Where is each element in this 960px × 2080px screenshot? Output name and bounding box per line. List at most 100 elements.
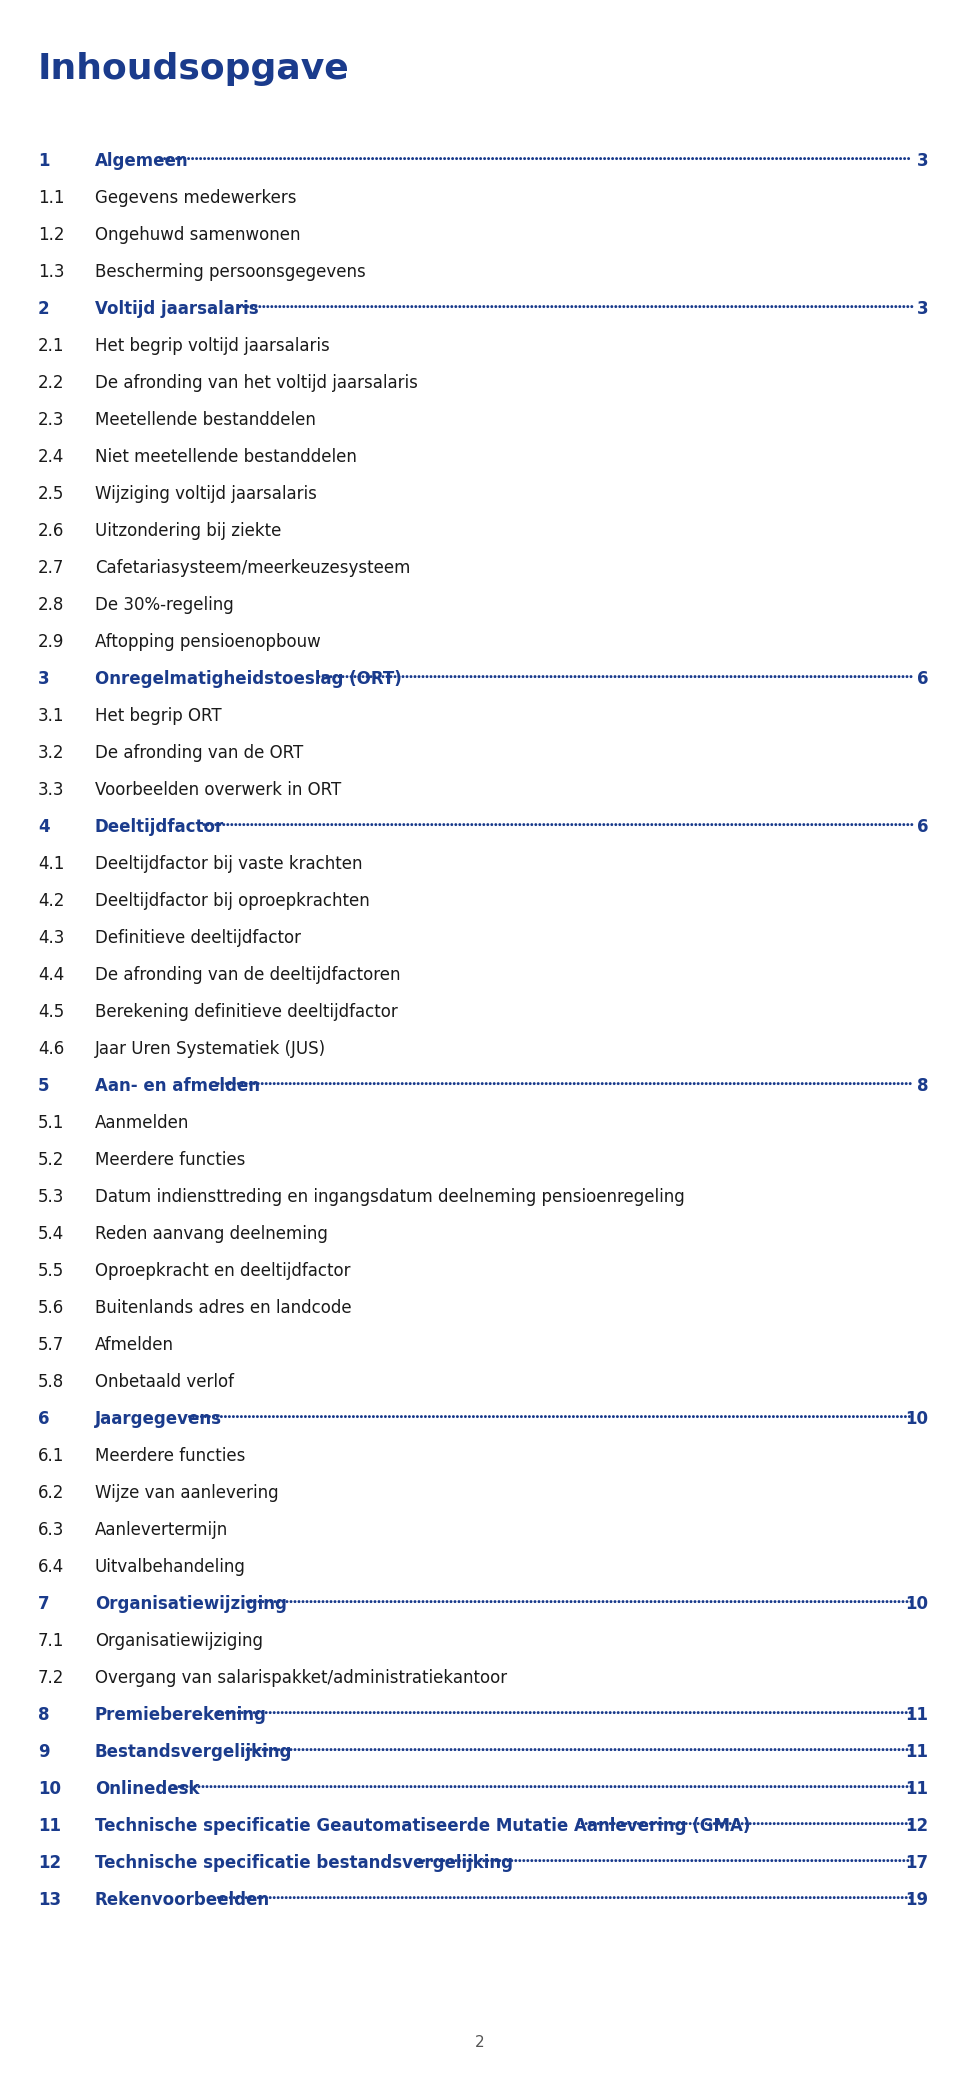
Text: Deeltijdfactor bij oproepkrachten: Deeltijdfactor bij oproepkrachten <box>95 892 370 911</box>
Text: 1.1: 1.1 <box>38 189 64 208</box>
Text: 2.8: 2.8 <box>38 597 64 614</box>
Text: Deeltijdfactor bij vaste krachten: Deeltijdfactor bij vaste krachten <box>95 855 363 874</box>
Text: Meerdere functies: Meerdere functies <box>95 1448 246 1464</box>
Text: Organisatiewijziging: Organisatiewijziging <box>95 1633 263 1649</box>
Text: 1.3: 1.3 <box>38 262 64 281</box>
Text: 9: 9 <box>38 1743 50 1762</box>
Text: Organisatiewijziging: Organisatiewijziging <box>95 1595 287 1612</box>
Text: 3: 3 <box>917 300 928 318</box>
Text: 6.4: 6.4 <box>38 1558 64 1577</box>
Text: 5.6: 5.6 <box>38 1300 64 1317</box>
Text: 11: 11 <box>38 1818 61 1835</box>
Text: 12: 12 <box>905 1818 928 1835</box>
Text: Het begrip voltijd jaarsalaris: Het begrip voltijd jaarsalaris <box>95 337 329 356</box>
Text: 5: 5 <box>38 1077 50 1094</box>
Text: 2: 2 <box>38 300 50 318</box>
Text: 2.1: 2.1 <box>38 337 64 356</box>
Text: 4.6: 4.6 <box>38 1040 64 1059</box>
Text: 2.9: 2.9 <box>38 632 64 651</box>
Text: 8: 8 <box>917 1077 928 1094</box>
Text: 1: 1 <box>38 152 50 171</box>
Text: 13: 13 <box>38 1891 61 1909</box>
Text: 4.4: 4.4 <box>38 965 64 984</box>
Text: Berekening definitieve deeltijdfactor: Berekening definitieve deeltijdfactor <box>95 1003 397 1021</box>
Text: Onlinedesk: Onlinedesk <box>95 1780 200 1797</box>
Text: Wijziging voltijd jaarsalaris: Wijziging voltijd jaarsalaris <box>95 485 317 503</box>
Text: 7.2: 7.2 <box>38 1668 64 1687</box>
Text: 5.2: 5.2 <box>38 1150 64 1169</box>
Text: 3: 3 <box>38 670 50 688</box>
Text: Meetellende bestanddelen: Meetellende bestanddelen <box>95 412 316 428</box>
Text: Cafetariasysteem/meerkeuzesysteem: Cafetariasysteem/meerkeuzesysteem <box>95 560 410 576</box>
Text: 2.4: 2.4 <box>38 447 64 466</box>
Text: 10: 10 <box>905 1410 928 1429</box>
Text: 4: 4 <box>38 817 50 836</box>
Text: 7.1: 7.1 <box>38 1633 64 1649</box>
Text: 2: 2 <box>475 2034 485 2051</box>
Text: 2.7: 2.7 <box>38 560 64 576</box>
Text: 5.4: 5.4 <box>38 1225 64 1244</box>
Text: Aanlevertermijn: Aanlevertermijn <box>95 1520 228 1539</box>
Text: 6.3: 6.3 <box>38 1520 64 1539</box>
Text: 4.5: 4.5 <box>38 1003 64 1021</box>
Text: 3.3: 3.3 <box>38 780 64 799</box>
Text: 2.6: 2.6 <box>38 522 64 541</box>
Text: 11: 11 <box>905 1780 928 1797</box>
Text: 6.2: 6.2 <box>38 1483 64 1502</box>
Text: Bescherming persoonsgegevens: Bescherming persoonsgegevens <box>95 262 366 281</box>
Text: 2.3: 2.3 <box>38 412 64 428</box>
Text: 5.3: 5.3 <box>38 1188 64 1206</box>
Text: Onregelmatigheidstoeslag (ORT): Onregelmatigheidstoeslag (ORT) <box>95 670 401 688</box>
Text: 8: 8 <box>38 1706 50 1724</box>
Text: Meerdere functies: Meerdere functies <box>95 1150 246 1169</box>
Text: 6: 6 <box>38 1410 50 1429</box>
Text: 10: 10 <box>905 1595 928 1612</box>
Text: Niet meetellende bestanddelen: Niet meetellende bestanddelen <box>95 447 357 466</box>
Text: De afronding van de deeltijdfactoren: De afronding van de deeltijdfactoren <box>95 965 400 984</box>
Text: 3.2: 3.2 <box>38 745 64 761</box>
Text: De afronding van de ORT: De afronding van de ORT <box>95 745 303 761</box>
Text: Technische specificatie Geautomatiseerde Mutatie Aanlevering (GMA): Technische specificatie Geautomatiseerde… <box>95 1818 751 1835</box>
Text: Gegevens medewerkers: Gegevens medewerkers <box>95 189 297 208</box>
Text: 12: 12 <box>38 1853 61 1872</box>
Text: Afmelden: Afmelden <box>95 1335 174 1354</box>
Text: Onbetaald verlof: Onbetaald verlof <box>95 1373 234 1392</box>
Text: 1.2: 1.2 <box>38 227 64 243</box>
Text: 5.7: 5.7 <box>38 1335 64 1354</box>
Text: Aftopping pensioenopbouw: Aftopping pensioenopbouw <box>95 632 321 651</box>
Text: Rekenvoorbeelden: Rekenvoorbeelden <box>95 1891 270 1909</box>
Text: Premieberekening: Premieberekening <box>95 1706 267 1724</box>
Text: Definitieve deeltijdfactor: Definitieve deeltijdfactor <box>95 930 301 946</box>
Text: 6.1: 6.1 <box>38 1448 64 1464</box>
Text: Ongehuwd samenwonen: Ongehuwd samenwonen <box>95 227 300 243</box>
Text: 19: 19 <box>905 1891 928 1909</box>
Text: Oproepkracht en deeltijdfactor: Oproepkracht en deeltijdfactor <box>95 1263 350 1279</box>
Text: 17: 17 <box>905 1853 928 1872</box>
Text: Jaargegevens: Jaargegevens <box>95 1410 222 1429</box>
Text: Algemeen: Algemeen <box>95 152 188 171</box>
Text: 3.1: 3.1 <box>38 707 64 726</box>
Text: 6: 6 <box>917 817 928 836</box>
Text: 5.1: 5.1 <box>38 1115 64 1132</box>
Text: Overgang van salarispakket/administratiekantoor: Overgang van salarispakket/administratie… <box>95 1668 507 1687</box>
Text: 7: 7 <box>38 1595 50 1612</box>
Text: Wijze van aanlevering: Wijze van aanlevering <box>95 1483 278 1502</box>
Text: Jaar Uren Systematiek (JUS): Jaar Uren Systematiek (JUS) <box>95 1040 326 1059</box>
Text: Bestandsvergelijking: Bestandsvergelijking <box>95 1743 293 1762</box>
Text: De 30%-regeling: De 30%-regeling <box>95 597 233 614</box>
Text: 11: 11 <box>905 1743 928 1762</box>
Text: 6: 6 <box>917 670 928 688</box>
Text: Voltijd jaarsalaris: Voltijd jaarsalaris <box>95 300 258 318</box>
Text: 5.5: 5.5 <box>38 1263 64 1279</box>
Text: Buitenlands adres en landcode: Buitenlands adres en landcode <box>95 1300 351 1317</box>
Text: 4.1: 4.1 <box>38 855 64 874</box>
Text: Het begrip ORT: Het begrip ORT <box>95 707 222 726</box>
Text: 3: 3 <box>917 152 928 171</box>
Text: Technische specificatie bestandsvergelijking: Technische specificatie bestandsvergelij… <box>95 1853 513 1872</box>
Text: Aan- en afmelden: Aan- en afmelden <box>95 1077 260 1094</box>
Text: Uitzondering bij ziekte: Uitzondering bij ziekte <box>95 522 281 541</box>
Text: Aanmelden: Aanmelden <box>95 1115 189 1132</box>
Text: Reden aanvang deelneming: Reden aanvang deelneming <box>95 1225 328 1244</box>
Text: Voorbeelden overwerk in ORT: Voorbeelden overwerk in ORT <box>95 780 341 799</box>
Text: 10: 10 <box>38 1780 61 1797</box>
